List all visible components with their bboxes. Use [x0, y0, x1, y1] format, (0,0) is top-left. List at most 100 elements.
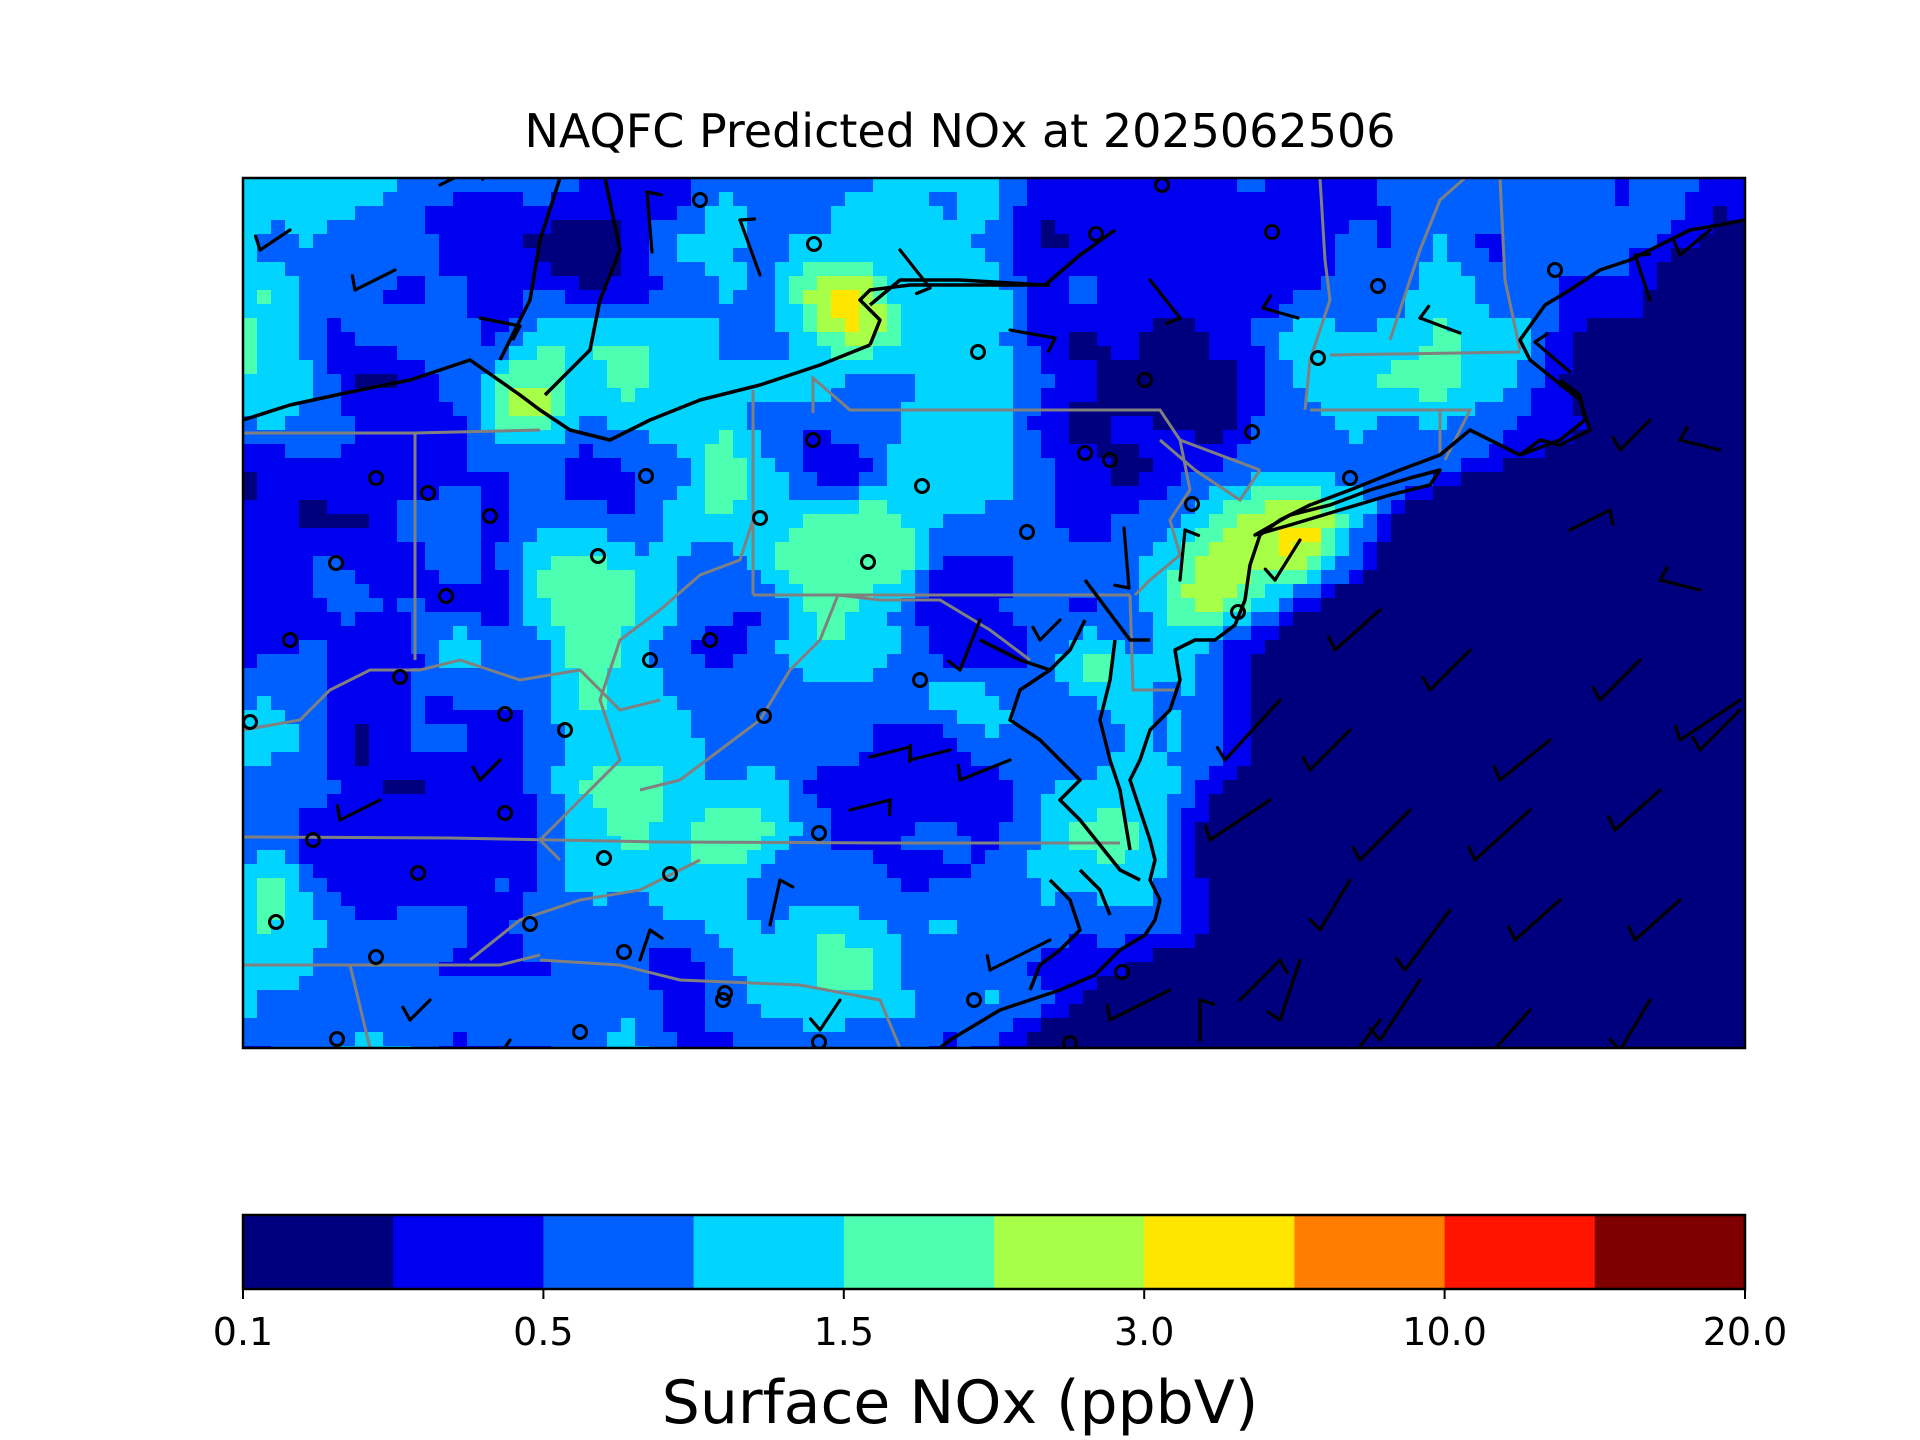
nox-cell	[957, 710, 972, 725]
nox-cell	[1727, 318, 1742, 333]
nox-cell	[1069, 556, 1084, 571]
nox-cell	[1573, 780, 1588, 795]
nox-cell	[257, 682, 272, 697]
nox-cell	[915, 360, 930, 375]
nox-cell	[607, 346, 622, 361]
nox-cell	[1097, 794, 1112, 809]
nox-cell	[803, 612, 818, 627]
nox-cell	[1391, 794, 1406, 809]
nox-cell	[271, 514, 286, 529]
nox-cell	[495, 612, 510, 627]
nox-cell	[1685, 570, 1700, 585]
nox-cell	[1069, 178, 1084, 193]
nox-cell	[1391, 598, 1406, 613]
nox-cell	[789, 402, 804, 417]
nox-cell	[1699, 346, 1714, 361]
nox-cell	[1573, 612, 1588, 627]
nox-cell	[775, 724, 790, 739]
nox-cell	[1153, 794, 1168, 809]
nox-cell	[551, 752, 566, 767]
nox-cell	[579, 556, 594, 571]
nox-cell	[369, 248, 384, 263]
nox-cell	[1013, 220, 1028, 235]
nox-cell	[453, 290, 468, 305]
nox-cell	[985, 318, 1000, 333]
nox-cell	[467, 304, 482, 319]
nox-cell	[1601, 318, 1616, 333]
nox-cell	[369, 304, 384, 319]
nox-cell	[1293, 346, 1308, 361]
nox-cell	[915, 570, 930, 585]
nox-cell	[1713, 290, 1728, 305]
nox-cell	[607, 374, 622, 389]
nox-cell	[1027, 192, 1042, 207]
nox-cell	[1195, 304, 1210, 319]
nox-cell	[1167, 388, 1182, 403]
nox-cell	[1741, 514, 1745, 529]
nox-cell	[551, 500, 566, 515]
nox-cell	[1293, 276, 1308, 291]
nox-cell	[761, 654, 776, 669]
nox-cell	[1545, 178, 1560, 193]
nox-cell	[551, 276, 566, 291]
nox-cell	[383, 598, 398, 613]
nox-cell	[369, 710, 384, 725]
nox-cell	[985, 598, 1000, 613]
nox-cell	[971, 780, 986, 795]
nox-cell	[1083, 206, 1098, 221]
nox-cell	[1643, 780, 1658, 795]
nox-cell	[691, 542, 706, 557]
nox-cell	[453, 542, 468, 557]
nox-cell	[1195, 192, 1210, 207]
nox-cell	[355, 612, 370, 627]
nox-cell	[915, 192, 930, 207]
nox-cell	[1335, 542, 1350, 557]
nox-cell	[523, 598, 538, 613]
nox-cell	[1111, 612, 1126, 627]
nox-cell	[313, 444, 328, 459]
nox-cell	[985, 234, 1000, 249]
nox-cell	[1517, 304, 1532, 319]
nox-cell	[425, 444, 440, 459]
nox-cell	[943, 500, 958, 515]
nox-cell	[943, 346, 958, 361]
nox-cell	[1111, 486, 1126, 501]
nox-cell	[1391, 668, 1406, 683]
nox-cell	[439, 276, 454, 291]
nox-cell	[1307, 486, 1322, 501]
nox-cell	[1195, 626, 1210, 641]
nox-cell	[425, 556, 440, 571]
nox-cell	[1573, 752, 1588, 767]
nox-cell	[929, 542, 944, 557]
nox-cell	[271, 584, 286, 599]
nox-cell	[453, 458, 468, 473]
nox-cell	[1391, 556, 1406, 571]
nox-cell	[1237, 780, 1252, 795]
nox-cell	[1265, 458, 1280, 473]
nox-cell	[1405, 304, 1420, 319]
nox-cell	[957, 724, 972, 739]
nox-cell	[691, 262, 706, 277]
nox-cell	[299, 808, 314, 823]
nox-cell	[1307, 528, 1322, 543]
nox-cell	[1545, 640, 1560, 655]
nox-cell	[1699, 514, 1714, 529]
nox-cell	[1587, 640, 1602, 655]
nox-cell	[1741, 780, 1745, 795]
nox-cell	[537, 612, 552, 627]
nox-cell	[1279, 626, 1294, 641]
nox-cell	[1027, 640, 1042, 655]
nox-cell	[1643, 654, 1658, 669]
nox-cell	[1685, 556, 1700, 571]
nox-cell	[313, 262, 328, 277]
nox-cell	[1643, 794, 1658, 809]
nox-cell	[859, 248, 874, 263]
nox-cell	[901, 808, 916, 823]
nox-cell	[1461, 668, 1476, 683]
nox-cell	[1447, 794, 1462, 809]
nox-cell	[271, 738, 286, 753]
nox-cell	[411, 458, 426, 473]
nox-cell	[1615, 458, 1630, 473]
nox-cell	[1279, 430, 1294, 445]
nox-cell	[1587, 430, 1602, 445]
